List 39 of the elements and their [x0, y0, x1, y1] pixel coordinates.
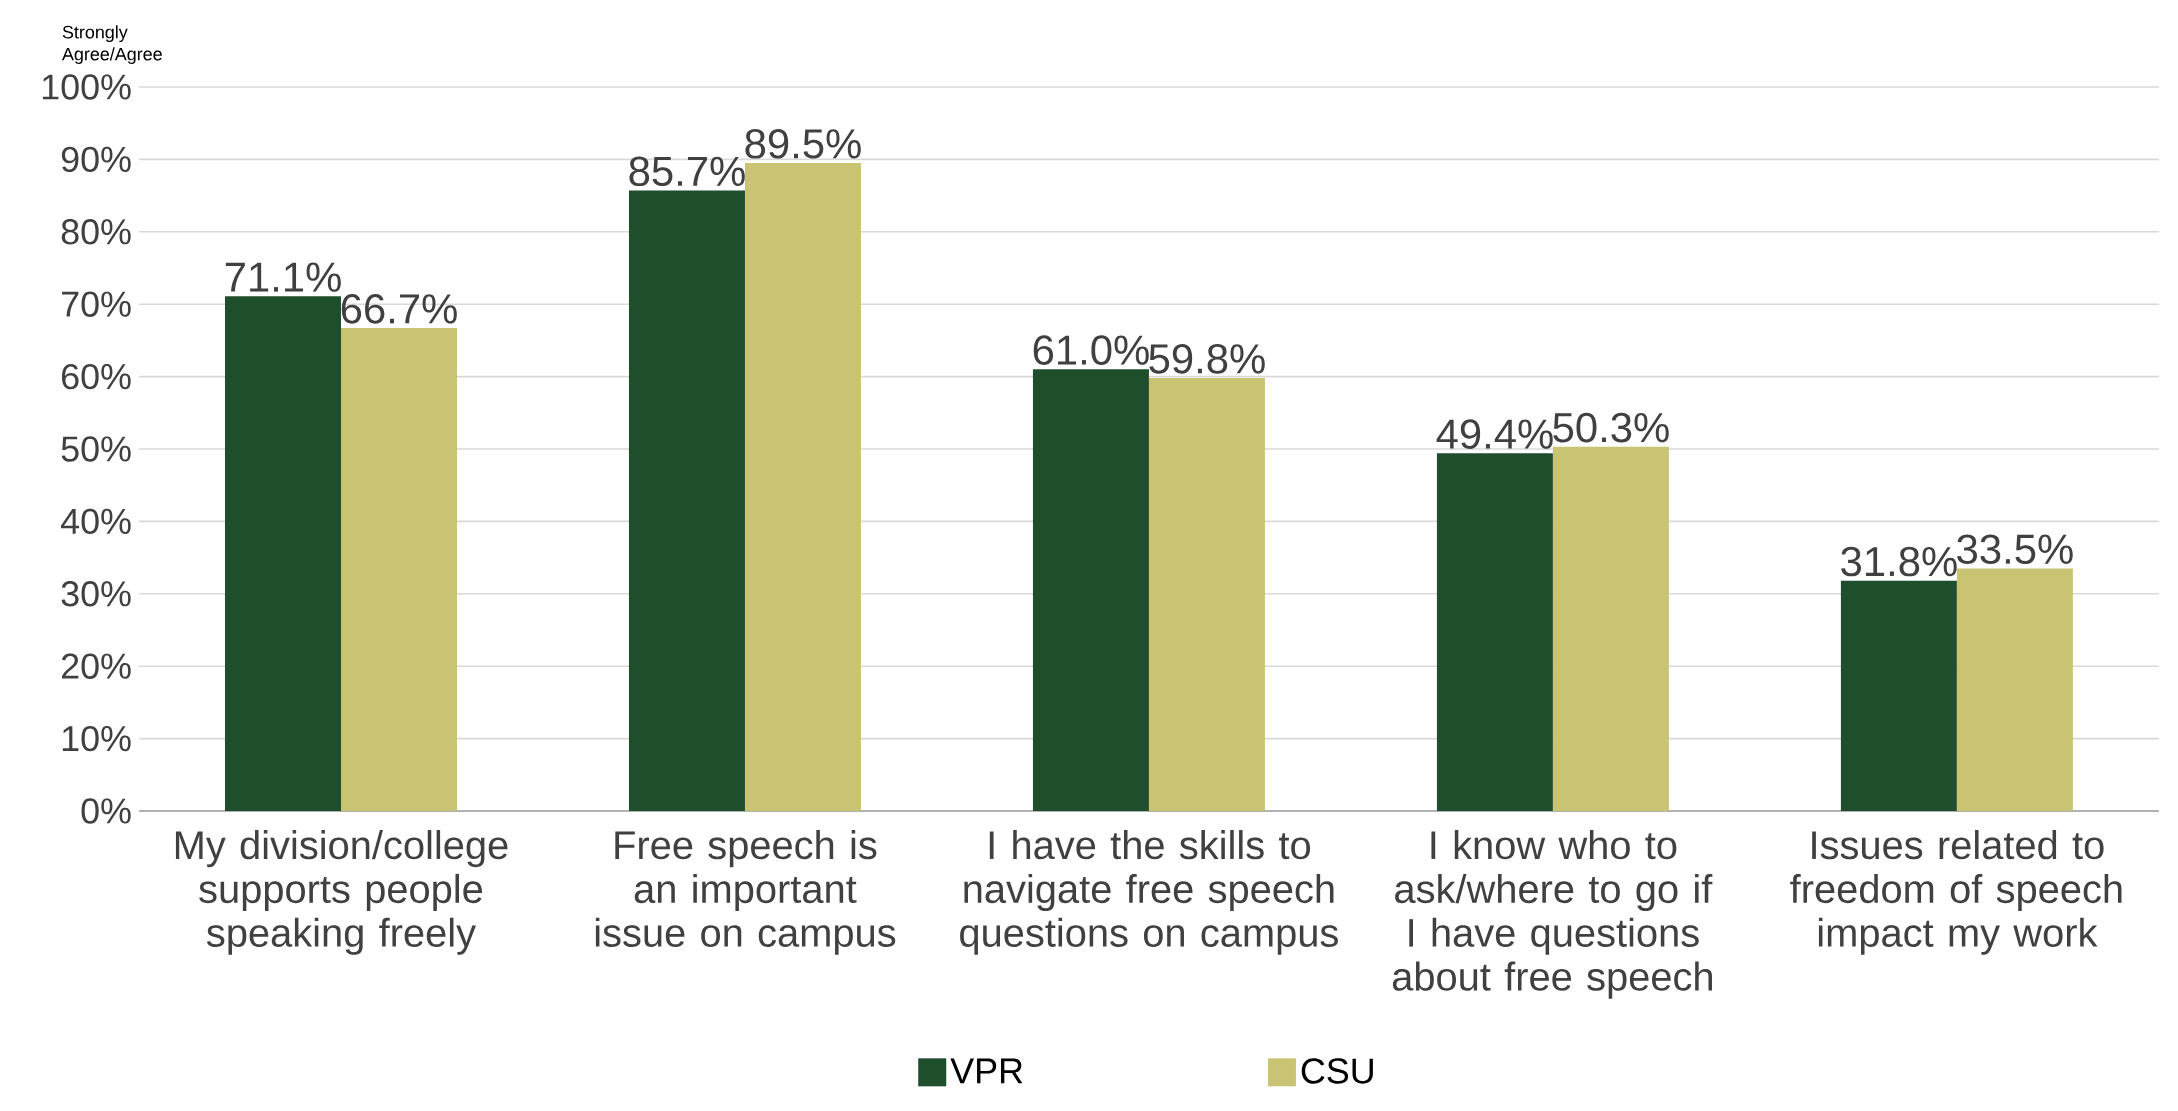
y-tick-label: 70%: [62, 291, 131, 317]
x-tick-label: Free speech is an important issue on campus: [595, 830, 896, 955]
data-label: 85.7%: [629, 156, 745, 187]
y-tick-label: 100%: [42, 74, 131, 100]
data-label: 50.3%: [1553, 412, 1669, 443]
data-label: 31.8%: [1841, 546, 1957, 577]
y-tick-label: 40%: [60, 508, 131, 535]
y-tick-label: 10%: [62, 725, 131, 752]
data-label: 66.7%: [341, 294, 457, 324]
bar: [1436, 453, 1553, 811]
x-tick-label: My division/college supports people speaking freely: [175, 830, 508, 955]
legend-label: CSU: [1301, 1058, 1373, 1084]
x-tick-label: I know who to ask/where to go if I have questions about free speech: [1392, 830, 1713, 999]
data-label: 89.5%: [745, 128, 861, 159]
bar: [744, 163, 861, 811]
bar: [1840, 580, 1957, 811]
bar: [1148, 378, 1265, 811]
y-tick-label: 90%: [61, 146, 131, 173]
y-tick-label: 20%: [61, 653, 131, 679]
y-tick-label: 80%: [61, 219, 131, 245]
data-label: 61.0%: [1033, 335, 1149, 365]
y-tick-label: 60%: [61, 363, 131, 390]
x-tick-label: I have the skills to navigate free speech questions on campus: [960, 830, 1338, 955]
data-label: 49.4%: [1436, 419, 1553, 449]
bar: [224, 296, 341, 811]
data-label: 33.5%: [1957, 534, 2073, 565]
bar: [340, 328, 457, 811]
data-label: 71.1%: [225, 262, 341, 292]
bar: [628, 190, 745, 811]
bar: [1552, 446, 1669, 811]
y-tick-label: 0%: [81, 798, 131, 824]
y-tick-label: 50%: [61, 436, 131, 462]
data-label: 59.8%: [1149, 344, 1265, 374]
legend-label: VPR: [950, 1058, 1023, 1084]
y-tick-label: 30%: [61, 581, 131, 607]
bar: [1032, 369, 1149, 811]
bar: [1956, 568, 2073, 811]
x-tick-label: Issues related to freedom of speech impact my work: [1790, 830, 2122, 955]
y-axis-title: Strongly Agree/Agree: [61, 25, 162, 64]
